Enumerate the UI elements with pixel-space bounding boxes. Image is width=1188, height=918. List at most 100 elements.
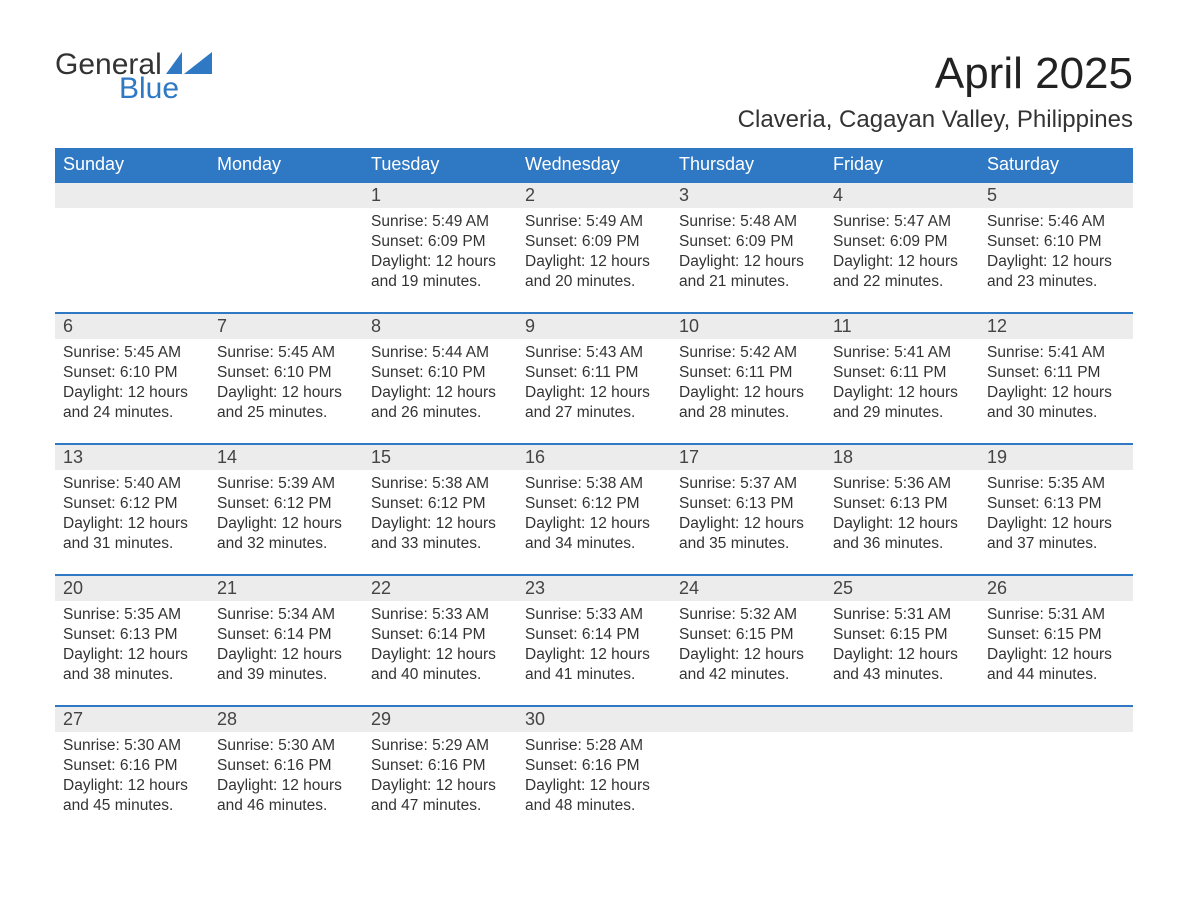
sunrise-line: Sunrise: 5:31 AM	[987, 605, 1125, 625]
day-number: 10	[671, 314, 825, 339]
details-row: Sunrise: 5:30 AMSunset: 6:16 PMDaylight:…	[55, 732, 1133, 824]
daylight-line: Daylight: 12 hours and 30 minutes.	[987, 383, 1125, 423]
daynum-row: 20212223242526	[55, 574, 1133, 601]
sunset-line: Sunset: 6:10 PM	[987, 232, 1125, 252]
day-details: Sunrise: 5:32 AMSunset: 6:15 PMDaylight:…	[671, 601, 825, 693]
day-details: Sunrise: 5:34 AMSunset: 6:14 PMDaylight:…	[209, 601, 363, 693]
daylight-line: Daylight: 12 hours and 19 minutes.	[371, 252, 509, 292]
sunrise-line: Sunrise: 5:40 AM	[63, 474, 201, 494]
day-number	[979, 707, 1133, 732]
header: General Blue April 2025 Claveria, Cagaya…	[55, 50, 1133, 134]
sunrise-line: Sunrise: 5:44 AM	[371, 343, 509, 363]
daylight-line: Daylight: 12 hours and 41 minutes.	[525, 645, 663, 685]
week-row: 20212223242526Sunrise: 5:35 AMSunset: 6:…	[55, 574, 1133, 693]
day-number: 8	[363, 314, 517, 339]
sunrise-line: Sunrise: 5:41 AM	[987, 343, 1125, 363]
sunrise-line: Sunrise: 5:45 AM	[63, 343, 201, 363]
day-details: Sunrise: 5:41 AMSunset: 6:11 PMDaylight:…	[825, 339, 979, 431]
daylight-line: Daylight: 12 hours and 34 minutes.	[525, 514, 663, 554]
day-details: Sunrise: 5:37 AMSunset: 6:13 PMDaylight:…	[671, 470, 825, 562]
day-details: Sunrise: 5:41 AMSunset: 6:11 PMDaylight:…	[979, 339, 1133, 431]
sunrise-line: Sunrise: 5:34 AM	[217, 605, 355, 625]
daylight-line: Daylight: 12 hours and 27 minutes.	[525, 383, 663, 423]
weekday-header: Sunday	[55, 148, 209, 181]
daynum-row: 6789101112	[55, 312, 1133, 339]
day-details	[671, 732, 825, 824]
sunrise-line: Sunrise: 5:30 AM	[217, 736, 355, 756]
daynum-row: 27282930	[55, 705, 1133, 732]
details-row: Sunrise: 5:49 AMSunset: 6:09 PMDaylight:…	[55, 208, 1133, 300]
day-number: 14	[209, 445, 363, 470]
sunrise-line: Sunrise: 5:37 AM	[679, 474, 817, 494]
sunrise-line: Sunrise: 5:42 AM	[679, 343, 817, 363]
day-number: 28	[209, 707, 363, 732]
day-details: Sunrise: 5:46 AMSunset: 6:10 PMDaylight:…	[979, 208, 1133, 300]
day-details: Sunrise: 5:40 AMSunset: 6:12 PMDaylight:…	[55, 470, 209, 562]
sunset-line: Sunset: 6:09 PM	[679, 232, 817, 252]
day-details: Sunrise: 5:48 AMSunset: 6:09 PMDaylight:…	[671, 208, 825, 300]
day-number: 16	[517, 445, 671, 470]
details-row: Sunrise: 5:45 AMSunset: 6:10 PMDaylight:…	[55, 339, 1133, 431]
daylight-line: Daylight: 12 hours and 25 minutes.	[217, 383, 355, 423]
day-number: 25	[825, 576, 979, 601]
day-number	[209, 183, 363, 208]
day-details: Sunrise: 5:28 AMSunset: 6:16 PMDaylight:…	[517, 732, 671, 824]
day-details	[825, 732, 979, 824]
week-row: 13141516171819Sunrise: 5:40 AMSunset: 6:…	[55, 443, 1133, 562]
daylight-line: Daylight: 12 hours and 40 minutes.	[371, 645, 509, 685]
day-details: Sunrise: 5:30 AMSunset: 6:16 PMDaylight:…	[209, 732, 363, 824]
sunset-line: Sunset: 6:13 PM	[679, 494, 817, 514]
daylight-line: Daylight: 12 hours and 45 minutes.	[63, 776, 201, 816]
day-number: 15	[363, 445, 517, 470]
day-number: 13	[55, 445, 209, 470]
day-number: 22	[363, 576, 517, 601]
sunset-line: Sunset: 6:15 PM	[833, 625, 971, 645]
sunrise-line: Sunrise: 5:33 AM	[371, 605, 509, 625]
sunrise-line: Sunrise: 5:32 AM	[679, 605, 817, 625]
day-number: 20	[55, 576, 209, 601]
sunrise-line: Sunrise: 5:36 AM	[833, 474, 971, 494]
daylight-line: Daylight: 12 hours and 32 minutes.	[217, 514, 355, 554]
day-number: 1	[363, 183, 517, 208]
weekday-header: Thursday	[671, 148, 825, 181]
sunset-line: Sunset: 6:10 PM	[63, 363, 201, 383]
sunset-line: Sunset: 6:11 PM	[525, 363, 663, 383]
day-number: 19	[979, 445, 1133, 470]
day-details: Sunrise: 5:45 AMSunset: 6:10 PMDaylight:…	[55, 339, 209, 431]
daylight-line: Daylight: 12 hours and 22 minutes.	[833, 252, 971, 292]
day-details: Sunrise: 5:35 AMSunset: 6:13 PMDaylight:…	[979, 470, 1133, 562]
daylight-line: Daylight: 12 hours and 33 minutes.	[371, 514, 509, 554]
sunrise-line: Sunrise: 5:45 AM	[217, 343, 355, 363]
sunrise-line: Sunrise: 5:47 AM	[833, 212, 971, 232]
day-details: Sunrise: 5:33 AMSunset: 6:14 PMDaylight:…	[363, 601, 517, 693]
daylight-line: Daylight: 12 hours and 29 minutes.	[833, 383, 971, 423]
day-number: 2	[517, 183, 671, 208]
logo: General Blue	[55, 50, 212, 104]
details-row: Sunrise: 5:40 AMSunset: 6:12 PMDaylight:…	[55, 470, 1133, 562]
sunrise-line: Sunrise: 5:48 AM	[679, 212, 817, 232]
day-details: Sunrise: 5:35 AMSunset: 6:13 PMDaylight:…	[55, 601, 209, 693]
sunset-line: Sunset: 6:16 PM	[217, 756, 355, 776]
daylight-line: Daylight: 12 hours and 44 minutes.	[987, 645, 1125, 685]
daylight-line: Daylight: 12 hours and 38 minutes.	[63, 645, 201, 685]
sunrise-line: Sunrise: 5:28 AM	[525, 736, 663, 756]
sunset-line: Sunset: 6:11 PM	[833, 363, 971, 383]
daylight-line: Daylight: 12 hours and 20 minutes.	[525, 252, 663, 292]
weekday-header: Tuesday	[363, 148, 517, 181]
sunset-line: Sunset: 6:12 PM	[371, 494, 509, 514]
sunset-line: Sunset: 6:16 PM	[371, 756, 509, 776]
sunset-line: Sunset: 6:12 PM	[525, 494, 663, 514]
day-number: 23	[517, 576, 671, 601]
day-details: Sunrise: 5:39 AMSunset: 6:12 PMDaylight:…	[209, 470, 363, 562]
day-details: Sunrise: 5:47 AMSunset: 6:09 PMDaylight:…	[825, 208, 979, 300]
week-row: 27282930Sunrise: 5:30 AMSunset: 6:16 PMD…	[55, 705, 1133, 824]
daylight-line: Daylight: 12 hours and 48 minutes.	[525, 776, 663, 816]
sunset-line: Sunset: 6:12 PM	[217, 494, 355, 514]
daylight-line: Daylight: 12 hours and 36 minutes.	[833, 514, 971, 554]
sunrise-line: Sunrise: 5:39 AM	[217, 474, 355, 494]
daylight-line: Daylight: 12 hours and 46 minutes.	[217, 776, 355, 816]
day-number: 21	[209, 576, 363, 601]
day-details: Sunrise: 5:43 AMSunset: 6:11 PMDaylight:…	[517, 339, 671, 431]
day-number: 4	[825, 183, 979, 208]
daylight-line: Daylight: 12 hours and 43 minutes.	[833, 645, 971, 685]
